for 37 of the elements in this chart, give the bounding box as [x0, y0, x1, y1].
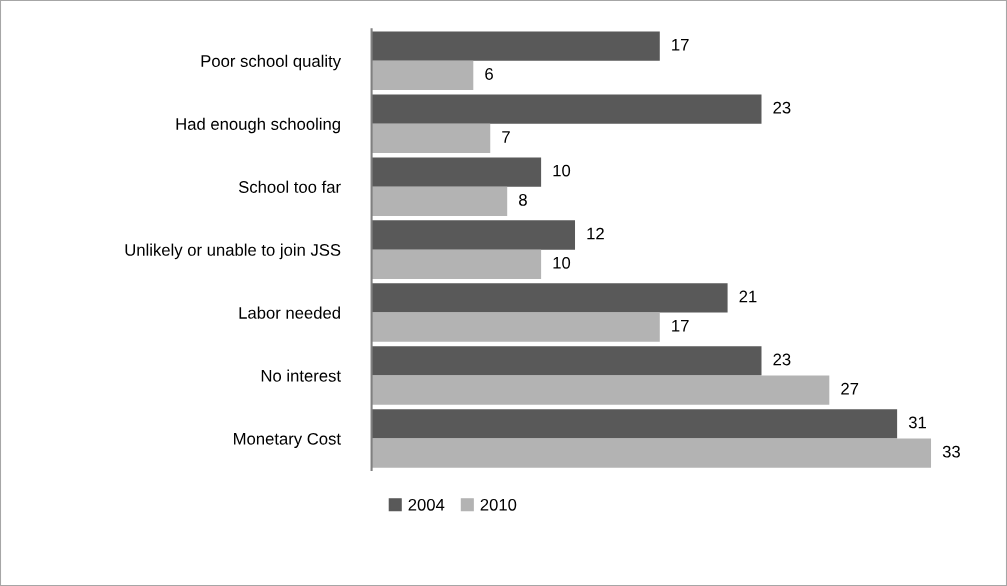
bar — [371, 438, 932, 468]
legend-label: 2004 — [408, 498, 445, 511]
data-label: 12 — [587, 227, 604, 240]
data-label: 23 — [773, 101, 791, 114]
y-tick-label: School too far — [238, 180, 341, 193]
bar — [371, 123, 491, 153]
bar — [371, 409, 898, 439]
bar — [371, 157, 542, 187]
data-label: 8 — [519, 193, 527, 206]
legend-label: 2010 — [480, 498, 517, 511]
bar — [371, 312, 660, 342]
data-label: 27 — [841, 382, 859, 395]
y-tick-label: Monetary Cost — [234, 432, 341, 448]
data-label: 31 — [908, 416, 926, 429]
y-tick-label: No interest — [261, 369, 341, 382]
bar — [371, 220, 576, 250]
y-tick-label: Unlikely or unable to join JSS — [125, 243, 341, 260]
data-label: 23 — [773, 353, 791, 366]
y-tick-label: Labor needed — [239, 306, 340, 319]
data-label: 6 — [485, 68, 493, 80]
bar — [371, 346, 762, 376]
bar — [371, 94, 762, 124]
data-label: 33 — [942, 445, 960, 458]
data-label: 17 — [672, 320, 689, 332]
bar — [371, 186, 508, 216]
bar — [371, 249, 542, 279]
bar — [371, 375, 830, 405]
y-tick-label: Had enough schooling — [176, 117, 340, 134]
bar — [371, 283, 728, 313]
data-label: 10 — [553, 164, 571, 177]
data-label: 7 — [502, 131, 510, 143]
bar — [371, 60, 474, 91]
bar — [371, 31, 660, 61]
data-label: 17 — [672, 38, 689, 51]
y-tick-label: Poor school quality — [201, 54, 341, 71]
data-label: 10 — [553, 256, 571, 269]
data-label: 21 — [739, 290, 757, 303]
